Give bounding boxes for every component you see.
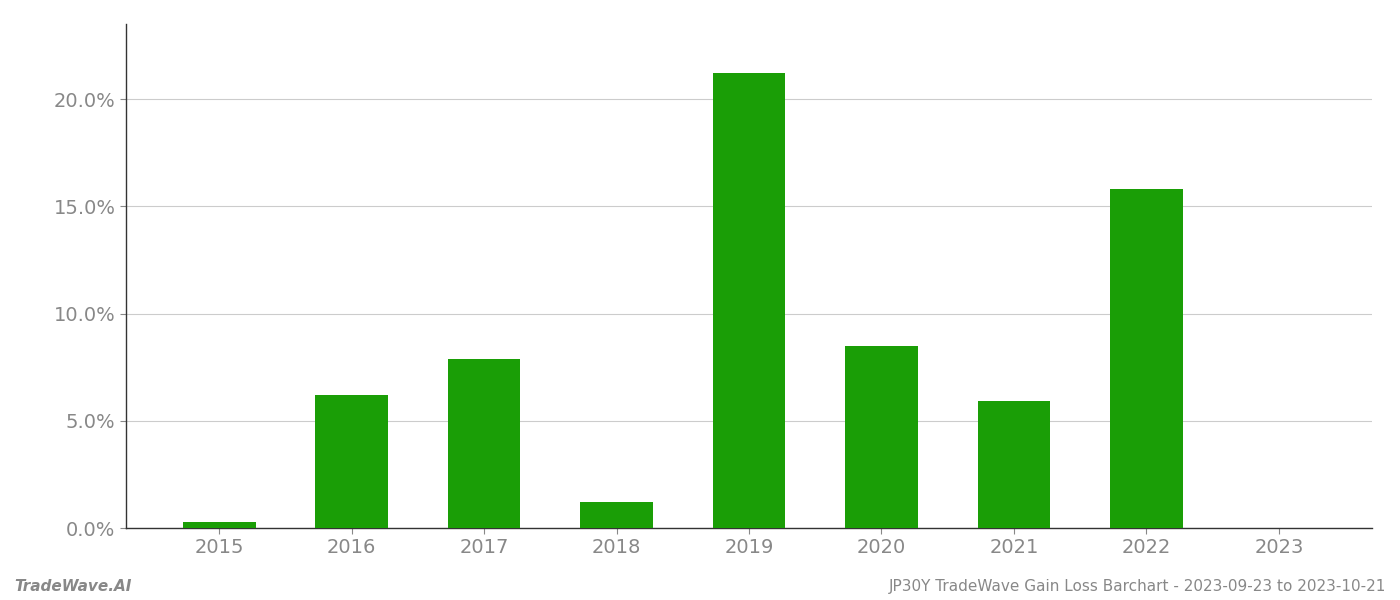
Bar [448,359,521,528]
Bar [846,346,918,528]
Bar [977,401,1050,528]
Bar [580,502,652,528]
Bar [713,73,785,528]
Bar [1110,189,1183,528]
Text: TradeWave.AI: TradeWave.AI [14,579,132,594]
Bar [182,521,256,528]
Text: JP30Y TradeWave Gain Loss Barchart - 2023-09-23 to 2023-10-21: JP30Y TradeWave Gain Loss Barchart - 202… [889,579,1386,594]
Bar [315,395,388,528]
